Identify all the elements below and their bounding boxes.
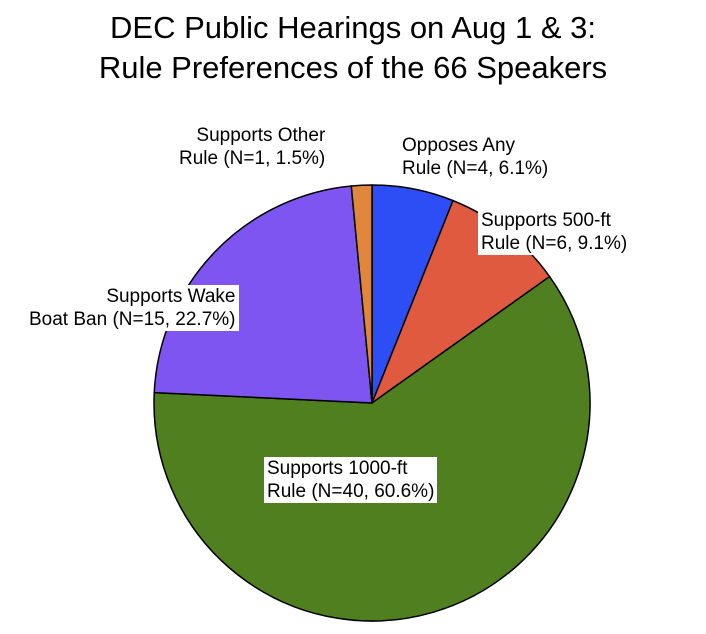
slice-label-line: Boat Ban (N=15, 22.7%) xyxy=(29,309,236,330)
chart-title: DEC Public Hearings on Aug 1 & 3: xyxy=(110,10,596,45)
slice-label-opposes-any: Opposes Any Rule (N=4, 6.1%) xyxy=(402,134,548,180)
slice-label-supports-500ft: Supports 500-ft Rule (N=6, 9.1%) xyxy=(478,209,631,255)
slice-label-line: Rule (N=4, 6.1%) xyxy=(402,158,549,179)
pie-slices xyxy=(153,184,591,622)
slice-label-line: Supports 500-ft xyxy=(481,210,611,231)
slice-label-supports-wake-boat-ban: Supports Wake Boat Ban (N=15, 22.7%) xyxy=(26,285,239,331)
slice-label-line: Rule (N=6, 9.1%) xyxy=(481,233,628,254)
pie-slice-supports-1000ft xyxy=(153,275,591,622)
pie-slice-supports-wake-boat-ban xyxy=(153,185,373,404)
chart-subtitle: Rule Preferences of the 66 Speakers xyxy=(98,50,608,85)
slice-label-line: Opposes Any xyxy=(402,135,516,156)
slice-label-line: Rule (N=1, 1.5%) xyxy=(179,148,326,169)
pie-slice-supports-other xyxy=(350,184,373,404)
slice-label-supports-other: Supports Other Rule (N=1, 1.5%) xyxy=(176,124,329,170)
slice-label-line: Supports Other xyxy=(196,125,326,146)
slice-label-line: Rule (N=40, 60.6%) xyxy=(267,481,435,502)
slice-label-line: Supports 1000-ft xyxy=(267,458,408,479)
slice-label-line: Supports Wake xyxy=(106,286,236,307)
slice-label-supports-1000ft: Supports 1000-ft Rule (N=40, 60.6%) xyxy=(264,457,438,503)
